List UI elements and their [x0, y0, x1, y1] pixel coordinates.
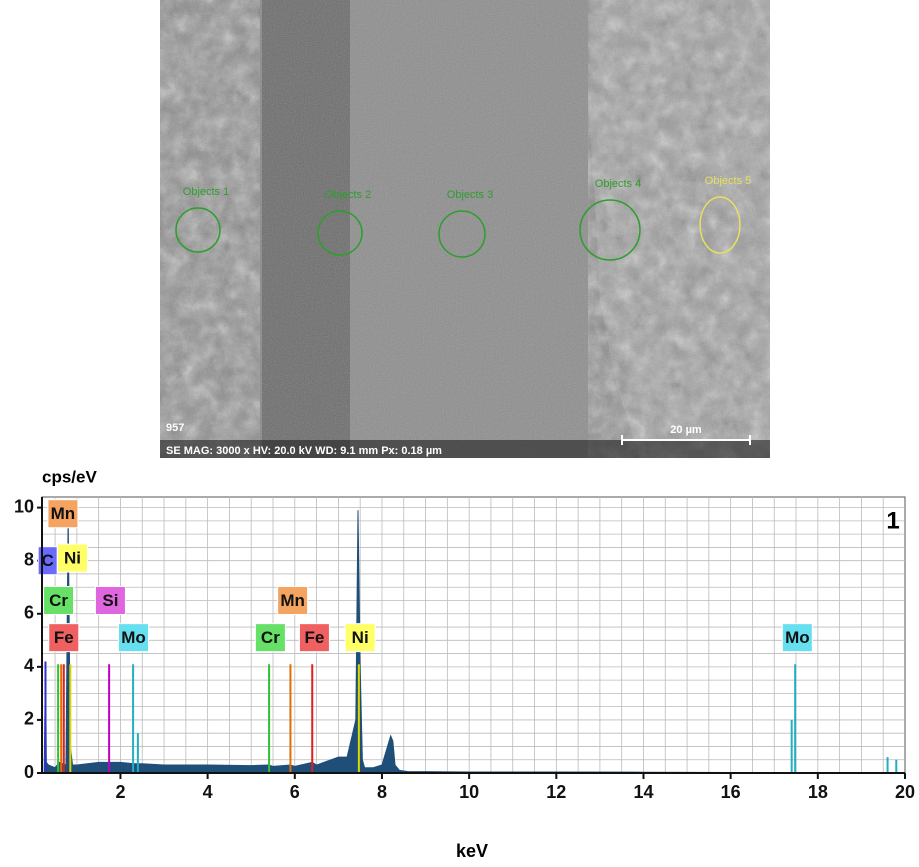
plot-area [42, 497, 905, 773]
y-tick-label: 2 [24, 709, 34, 729]
sem-image: 957 SE MAG: 3000 x HV: 20.0 kV WD: 9.1 m… [160, 0, 770, 458]
x-tick-label: 10 [459, 782, 479, 802]
y-tick-label: 6 [24, 603, 34, 623]
x-tick-label: 18 [808, 782, 828, 802]
element-label: Fe [54, 628, 74, 647]
element-label: Cr [49, 591, 68, 610]
y-axis-label: cps/eV [42, 467, 97, 486]
object-label: Objects 1 [183, 186, 229, 198]
x-tick-label: 16 [721, 782, 741, 802]
x-tick-label: 2 [115, 782, 125, 802]
x-tick-label: 6 [290, 782, 300, 802]
panel-label: 1 [886, 507, 899, 534]
y-tick-label: 8 [24, 549, 34, 569]
object-label: Objects 4 [595, 178, 641, 190]
x-tick-label: 20 [895, 782, 915, 802]
element-label: C [42, 551, 54, 570]
object-label: Objects 5 [705, 175, 751, 187]
x-tick-label: 12 [546, 782, 566, 802]
y-tick-label: 4 [24, 656, 34, 676]
object-label: Objects 3 [447, 189, 493, 201]
element-label: Mn [280, 591, 305, 610]
element-label: Cr [261, 628, 280, 647]
element-label: Mn [51, 504, 76, 523]
element-label: Mo [785, 628, 810, 647]
x-tick-label: 4 [203, 782, 213, 802]
sem-noise [160, 0, 770, 458]
y-tick-label: 0 [24, 762, 34, 782]
element-label: Mo [121, 628, 146, 647]
scale-label: 20 µm [670, 424, 702, 436]
element-label: Si [102, 591, 118, 610]
figure: 957 SE MAG: 3000 x HV: 20.0 kV WD: 9.1 m… [0, 0, 919, 867]
element-label: Fe [304, 628, 324, 647]
x-tick-label: 14 [633, 782, 653, 802]
y-tick-label: 10 [14, 496, 34, 516]
element-label: Ni [352, 628, 369, 647]
element-label: Ni [64, 549, 81, 568]
object-label: Objects 2 [325, 189, 371, 201]
x-axis-label: keV [456, 841, 488, 861]
sem-id: 957 [166, 422, 184, 434]
x-tick-label: 8 [377, 782, 387, 802]
sem-info: SE MAG: 3000 x HV: 20.0 kV WD: 9.1 mm Px… [166, 445, 442, 457]
